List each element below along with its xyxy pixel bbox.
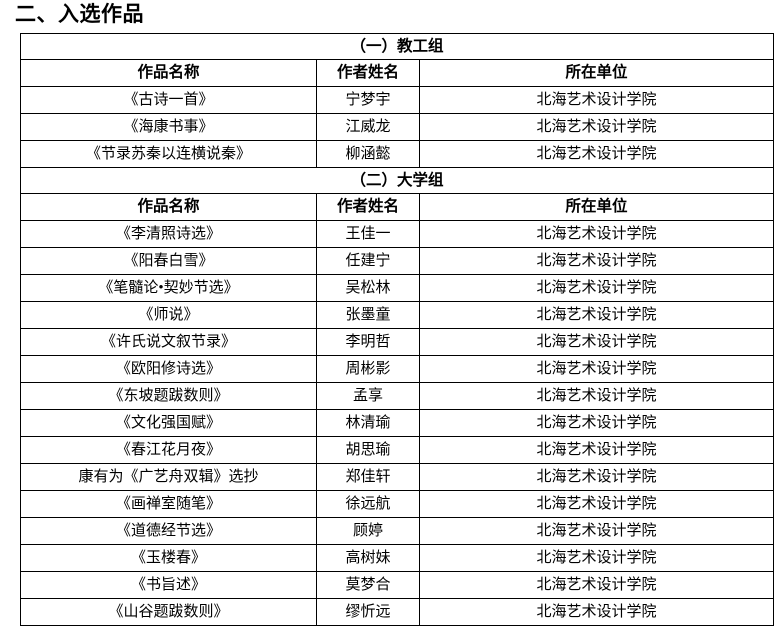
cell-title: 《书旨述》 <box>20 571 317 599</box>
cell-author: 郑佳轩 <box>316 463 420 491</box>
cell-author: 胡思瑜 <box>316 436 420 464</box>
column-header-author: 作者姓名 <box>316 193 420 221</box>
table-row: 《山谷题跋数则》 缪忻远 北海艺术设计学院 <box>20 598 774 626</box>
cell-unit: 北海艺术设计学院 <box>419 274 774 302</box>
cell-title: 《阳春白雪》 <box>20 247 317 275</box>
column-header-title: 作品名称 <box>20 193 317 221</box>
column-header-row: 作品名称 作者姓名 所在单位 <box>20 193 774 221</box>
group-banner-row: （二）大学组 <box>20 167 774 194</box>
cell-title: 《海康书事》 <box>20 113 317 141</box>
cell-author: 高树妹 <box>316 544 420 572</box>
column-header-unit: 所在单位 <box>419 59 774 87</box>
selected-works-table: （一）教工组 作品名称 作者姓名 所在单位 《古诗一首》 宁梦宇 北海艺术设计学院 《海康书事… <box>20 33 774 626</box>
table-row: 《玉楼春》 高树妹 北海艺术设计学院 <box>20 544 774 572</box>
cell-author: 李明哲 <box>316 328 420 356</box>
cell-author: 林清瑜 <box>316 409 420 437</box>
cell-unit: 北海艺术设计学院 <box>419 409 774 437</box>
column-header-unit: 所在单位 <box>419 193 774 221</box>
cell-unit: 北海艺术设计学院 <box>419 140 774 168</box>
cell-author: 江威龙 <box>316 113 420 141</box>
table-row: 《文化强国赋》 林清瑜 北海艺术设计学院 <box>20 409 774 437</box>
cell-author: 顾婷 <box>316 517 420 545</box>
cell-author: 孟享 <box>316 382 420 410</box>
cell-title: 《道德经节选》 <box>20 517 317 545</box>
cell-title: 《师说》 <box>20 301 317 329</box>
cell-unit: 北海艺术设计学院 <box>419 86 774 114</box>
cell-author: 张墨童 <box>316 301 420 329</box>
cell-title: 《李清照诗选》 <box>20 220 317 248</box>
table-row: 《欧阳修诗选》 周彬影 北海艺术设计学院 <box>20 355 774 383</box>
table-row: 《画禅室随笔》 徐远航 北海艺术设计学院 <box>20 490 774 518</box>
cell-title: 《节录苏秦以连横说秦》 <box>20 140 317 168</box>
table-row: 《师说》 张墨童 北海艺术设计学院 <box>20 301 774 329</box>
cell-author: 王佳一 <box>316 220 420 248</box>
cell-unit: 北海艺术设计学院 <box>419 544 774 572</box>
cell-title: 《画禅室随笔》 <box>20 490 317 518</box>
table-row: 《海康书事》 江威龙 北海艺术设计学院 <box>20 113 774 141</box>
cell-unit: 北海艺术设计学院 <box>419 571 774 599</box>
table-row: 康有为《广艺舟双辑》选抄 郑佳轩 北海艺术设计学院 <box>20 463 774 491</box>
table-row: 《春江花月夜》 胡思瑜 北海艺术设计学院 <box>20 436 774 464</box>
cell-author: 任建宁 <box>316 247 420 275</box>
group-banner-label: （二）大学组 <box>20 167 774 194</box>
cell-title: 《文化强国赋》 <box>20 409 317 437</box>
cell-unit: 北海艺术设计学院 <box>419 463 774 491</box>
cell-unit: 北海艺术设计学院 <box>419 436 774 464</box>
table-row: 《节录苏秦以连横说秦》 柳涵懿 北海艺术设计学院 <box>20 140 774 168</box>
table-body: （一）教工组 作品名称 作者姓名 所在单位 《古诗一首》 宁梦宇 北海艺术设计学院 《海康书事… <box>20 33 774 626</box>
cell-unit: 北海艺术设计学院 <box>419 382 774 410</box>
table-row: 《许氏说文叙节录》 李明哲 北海艺术设计学院 <box>20 328 774 356</box>
cell-title: 《笔髓论•契妙节选》 <box>20 274 317 302</box>
table-row: 《笔髓论•契妙节选》 吴松林 北海艺术设计学院 <box>20 274 774 302</box>
cell-title: 《许氏说文叙节录》 <box>20 328 317 356</box>
group-banner-label: （一）教工组 <box>20 33 774 60</box>
cell-author: 柳涵懿 <box>316 140 420 168</box>
group-banner-row: （一）教工组 <box>20 33 774 60</box>
cell-author: 周彬影 <box>316 355 420 383</box>
table-row: 《道德经节选》 顾婷 北海艺术设计学院 <box>20 517 774 545</box>
cell-unit: 北海艺术设计学院 <box>419 113 774 141</box>
cell-unit: 北海艺术设计学院 <box>419 220 774 248</box>
cell-author: 吴松林 <box>316 274 420 302</box>
cell-author: 莫梦合 <box>316 571 420 599</box>
table-row: 《李清照诗选》 王佳一 北海艺术设计学院 <box>20 220 774 248</box>
cell-unit: 北海艺术设计学院 <box>419 301 774 329</box>
cell-title: 《春江花月夜》 <box>20 436 317 464</box>
cell-title: 《山谷题跋数则》 <box>20 598 317 626</box>
cell-title: 《玉楼春》 <box>20 544 317 572</box>
cell-title: 《欧阳修诗选》 <box>20 355 317 383</box>
cell-author: 缪忻远 <box>316 598 420 626</box>
cell-author: 徐远航 <box>316 490 420 518</box>
column-header-title: 作品名称 <box>20 59 317 87</box>
cell-unit: 北海艺术设计学院 <box>419 247 774 275</box>
page-title: 二、入选作品 <box>15 3 144 26</box>
cell-title: 康有为《广艺舟双辑》选抄 <box>20 463 317 491</box>
column-header-author: 作者姓名 <box>316 59 420 87</box>
cell-unit: 北海艺术设计学院 <box>419 355 774 383</box>
cell-unit: 北海艺术设计学院 <box>419 517 774 545</box>
cell-unit: 北海艺术设计学院 <box>419 598 774 626</box>
cell-unit: 北海艺术设计学院 <box>419 328 774 356</box>
cell-author: 宁梦宇 <box>316 86 420 114</box>
cell-title: 《东坡题跋数则》 <box>20 382 317 410</box>
table-row: 《书旨述》 莫梦合 北海艺术设计学院 <box>20 571 774 599</box>
table-row: 《阳春白雪》 任建宁 北海艺术设计学院 <box>20 247 774 275</box>
cell-title: 《古诗一首》 <box>20 86 317 114</box>
cell-unit: 北海艺术设计学院 <box>419 490 774 518</box>
table-row: 《古诗一首》 宁梦宇 北海艺术设计学院 <box>20 86 774 114</box>
table-row: 《东坡题跋数则》 孟享 北海艺术设计学院 <box>20 382 774 410</box>
column-header-row: 作品名称 作者姓名 所在单位 <box>20 59 774 87</box>
